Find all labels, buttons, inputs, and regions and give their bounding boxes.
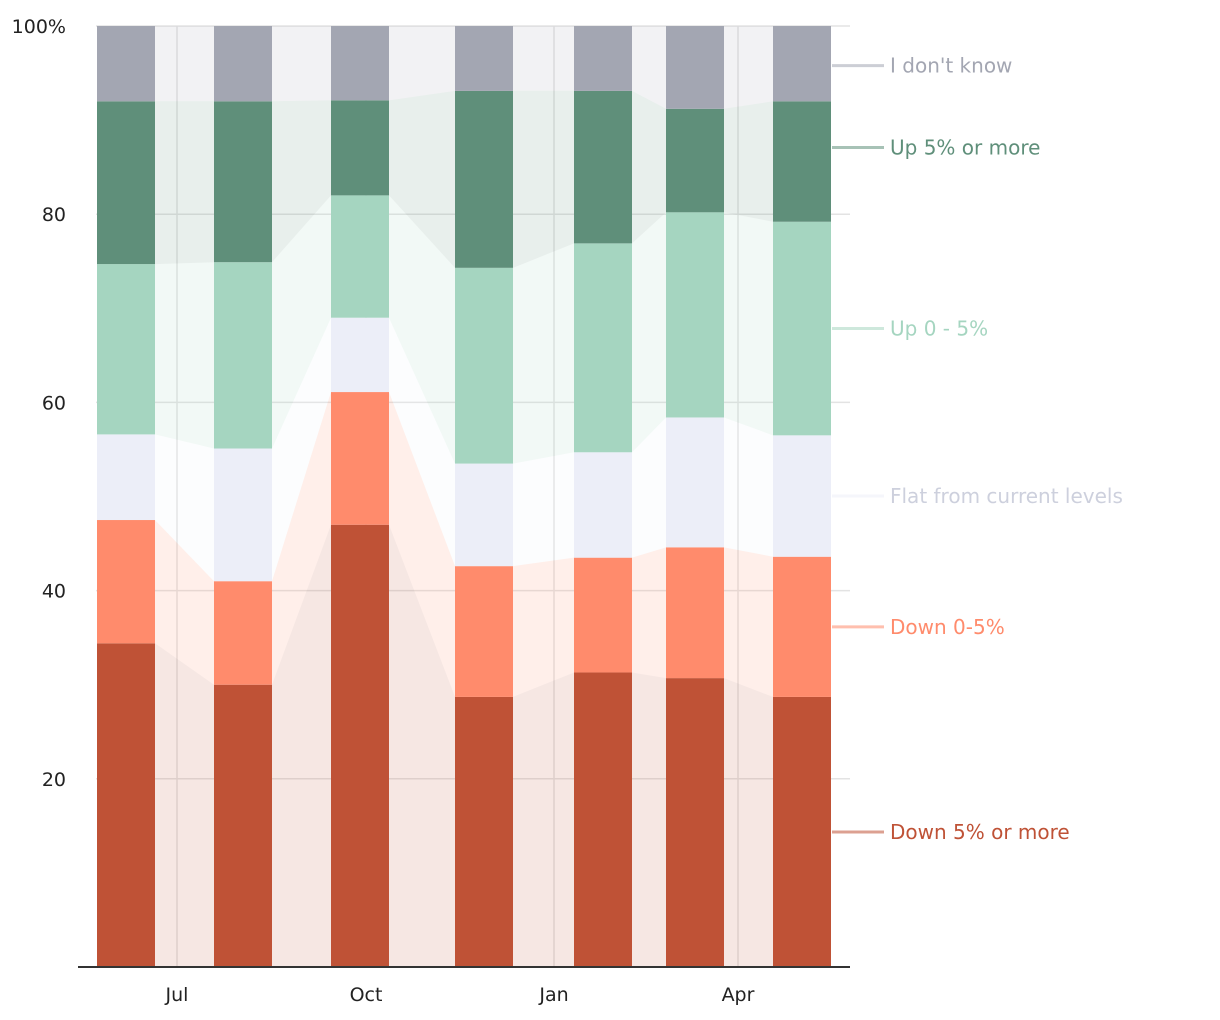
legend: Down 5% or more Down 0-5% Flat from curren… [832,54,1123,844]
bar-segment [666,678,724,967]
connector-band [155,26,214,102]
bar-segment [455,267,513,464]
connector-band [155,262,214,449]
connector-band [389,195,455,464]
bar-segment [666,26,724,109]
connector-band [389,392,455,697]
bar-segment [97,643,155,967]
connector-bands [155,26,773,967]
bar-segment [455,26,513,91]
bar-segment [331,195,389,318]
bar-segment [574,452,632,558]
bar-segment [214,684,272,967]
bar-segment [97,264,155,435]
connector-band [389,317,455,567]
connector-band [513,672,574,967]
bar-segment [331,317,389,393]
bar-segment [773,221,831,436]
connector-band [632,26,666,109]
connector-band [724,212,773,436]
connector-band [724,547,773,697]
connector-band [272,317,331,582]
connector-band [632,672,666,967]
bar-segment [214,101,272,263]
connector-band [272,195,331,449]
connector-band [632,547,666,679]
y-tick-label: 20 [42,769,66,791]
x-tick-label: Oct [350,984,383,1006]
bar-segment [666,417,724,548]
bar-segment [773,435,831,557]
connector-band [389,524,455,967]
y-tick-label: 100% [12,16,66,38]
connector-band [155,643,214,967]
connector-band [272,524,331,967]
connector-band [724,678,773,967]
bar-segment [331,392,389,525]
connector-band [155,101,214,265]
bar-segment [773,101,831,222]
legend-label: Flat from current levels [890,484,1123,508]
bar-segment [331,524,389,967]
bar-segment [455,566,513,697]
bar-segment [97,520,155,644]
bar-segment [331,100,389,196]
connector-band [155,520,214,685]
bar-segment [574,557,632,673]
bar-segment [574,26,632,91]
bars [97,26,831,967]
connector-band [272,26,331,102]
bar-segment [455,90,513,268]
connector-band [513,452,574,567]
legend-label: I don't know [890,54,1012,78]
connector-band [632,417,666,558]
bar-segment [214,448,272,582]
connector-band [724,417,773,557]
bar-segment [97,101,155,265]
bar-segment [214,262,272,449]
bar-segment [455,463,513,567]
bar-segment [331,26,389,101]
connector-band [724,101,773,222]
axes: 20 40 60 80 100% Jul Oct Jan Apr [12,16,850,1006]
bar-segment [666,108,724,213]
bar-segment [214,581,272,685]
connector-band [513,90,574,268]
legend-label: Up 0 - 5% [890,317,988,341]
connector-band [724,26,773,109]
bar-segment [97,26,155,102]
y-tick-label: 80 [42,204,66,226]
connector-band [632,90,666,244]
legend-label: Down 0-5% [890,615,1005,639]
bar-segment [574,90,632,244]
bar-segment [214,26,272,102]
bar-segment [666,212,724,418]
y-tick-label: 40 [42,581,66,603]
connector-band [155,434,214,582]
connector-band [513,243,574,464]
connector-band [513,557,574,697]
bar-segment [574,672,632,967]
bar-segment [574,243,632,453]
connector-band [272,100,331,263]
connector-band [389,26,455,101]
bar-segment [773,26,831,102]
legend-label: Up 5% or more [890,136,1040,160]
connector-band [389,90,455,268]
bar-segment [773,556,831,697]
x-tick-label: Jul [165,984,189,1006]
x-tick-label: Jan [538,984,568,1006]
bar-segment [666,547,724,679]
bar-segment [97,434,155,521]
connector-band [632,212,666,453]
x-tick-label: Apr [722,984,755,1006]
connector-band [513,26,574,91]
bar-segment [773,696,831,967]
y-tick-label: 60 [42,392,66,414]
connector-band [272,392,331,685]
legend-label: Down 5% or more [890,820,1070,844]
bar-segment [455,696,513,967]
